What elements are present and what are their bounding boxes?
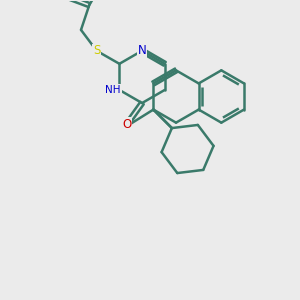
Text: O: O <box>122 118 131 131</box>
Text: NH: NH <box>105 85 121 95</box>
Text: N: N <box>138 44 146 57</box>
Text: S: S <box>93 44 100 57</box>
